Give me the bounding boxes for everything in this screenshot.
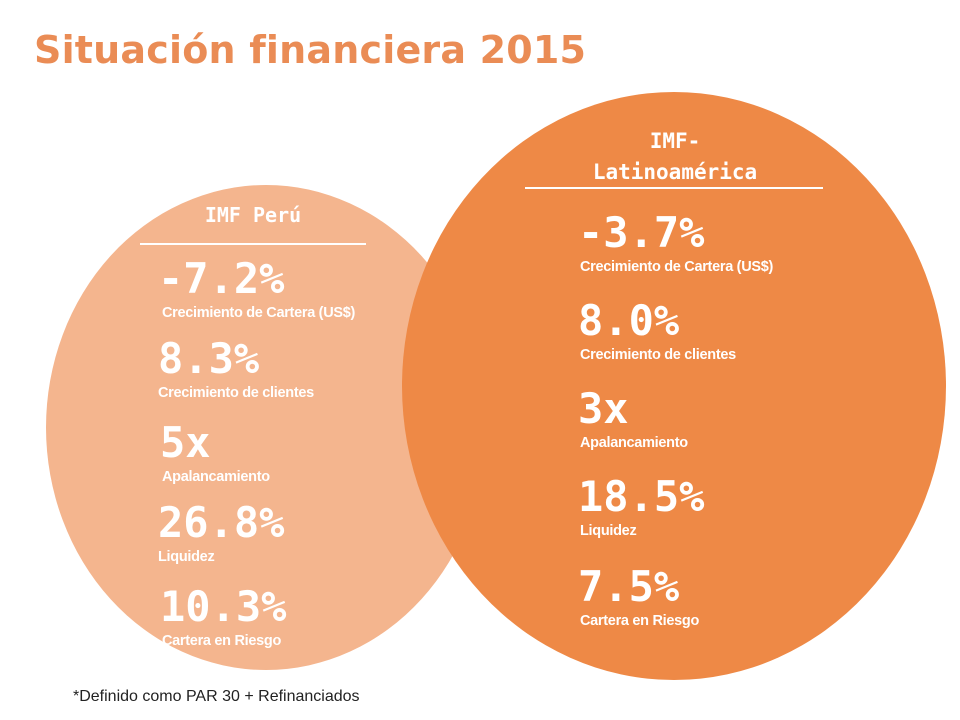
- latam-stat-portfolio-at-risk: 7.5% Cartera en Riesgo: [578, 564, 699, 630]
- stat-value: 8.3%: [158, 334, 260, 383]
- latam-stat-leverage: 3x Apalancamiento: [578, 386, 688, 452]
- stat-label: Crecimiento de clientes: [580, 347, 736, 363]
- peru-heading: IMF Perú: [204, 203, 302, 227]
- stat-label: Apalancamiento: [580, 435, 688, 451]
- stat-value: 7.5%: [578, 562, 680, 611]
- stat-label: Crecimiento de Cartera (US$): [580, 259, 774, 275]
- stat-label: Liquidez: [580, 523, 637, 539]
- latam-heading-line2: Latinoamérica: [592, 160, 758, 184]
- stat-label: Cartera en Riesgo: [162, 633, 281, 649]
- stat-label: Crecimiento de Cartera (US$): [162, 305, 356, 321]
- peru-stat-portfolio-growth: -7.2% Crecimiento de Cartera (US$): [158, 256, 355, 322]
- stat-value: 10.3%: [160, 582, 287, 631]
- stat-value: 8.0%: [578, 296, 680, 345]
- latam-heading-divider: [525, 187, 823, 189]
- latam-heading: IMF- Latinoamérica: [525, 126, 825, 188]
- peru-heading-divider: [140, 243, 366, 245]
- peru-stat-portfolio-at-risk: 10.3% Cartera en Riesgo: [160, 584, 286, 650]
- latam-stat-liquidity: 18.5% Liquidez: [578, 474, 704, 540]
- stat-value: 18.5%: [578, 472, 705, 521]
- latam-stat-portfolio-growth: -3.7% Crecimiento de Cartera (US$): [578, 210, 773, 276]
- peru-stat-client-growth: 8.3% Crecimiento de clientes: [158, 336, 314, 402]
- stat-value: 5x: [160, 418, 211, 467]
- peru-stat-leverage: 5x Apalancamiento: [160, 420, 270, 486]
- stat-value: 26.8%: [158, 498, 285, 547]
- stat-value: -3.7%: [578, 208, 705, 257]
- footnote: *Definido como PAR 30 + Refinanciados: [73, 688, 360, 705]
- latam-heading-line1: IMF-: [649, 129, 701, 153]
- stat-label: Cartera en Riesgo: [580, 613, 699, 629]
- latam-stat-client-growth: 8.0% Crecimiento de clientes: [578, 298, 736, 364]
- stat-label: Apalancamiento: [162, 469, 270, 485]
- stat-value: -7.2%: [158, 254, 285, 303]
- peru-stat-liquidity: 26.8% Liquidez: [158, 500, 284, 566]
- latam-circle: [402, 92, 946, 680]
- stat-label: Liquidez: [158, 549, 215, 565]
- stat-label: Crecimiento de clientes: [158, 385, 314, 401]
- page-title: Situación financiera 2015: [34, 28, 587, 72]
- stat-value: 3x: [578, 384, 629, 433]
